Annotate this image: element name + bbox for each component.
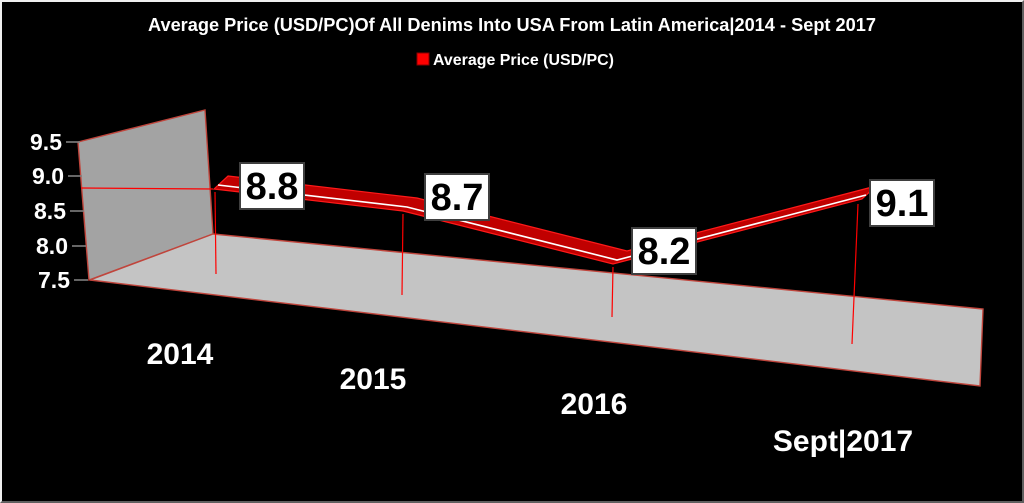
drop-line-2015 (401, 213, 404, 296)
y-axis-label: 8.0 (36, 233, 68, 259)
chart-title: Average Price (USD/PC)Of All Denims Into… (148, 15, 876, 35)
y-axis-label: 9.5 (30, 129, 62, 155)
data-label-2014: 8.8 (239, 162, 305, 210)
y-axis-label: 9.0 (32, 163, 64, 189)
y-axis: 9.5 9.0 8.5 8.0 7.5 (30, 129, 88, 293)
series-wall-connector (80, 187, 214, 190)
data-label-value: 8.8 (246, 166, 299, 208)
data-label-box (869, 179, 935, 227)
data-label-box (239, 162, 305, 210)
data-label-box (631, 227, 697, 275)
data-label-box (424, 173, 490, 221)
y-axis-label: 8.5 (34, 198, 66, 224)
data-label-value: 9.1 (876, 183, 929, 225)
data-label-value: 8.7 (431, 177, 484, 219)
drop-line-2016 (611, 266, 614, 318)
x-axis-label-2017: Sept|2017 (773, 425, 913, 458)
data-label-2016: 8.2 (631, 227, 697, 275)
drop-line-2017 (851, 203, 859, 345)
drop-line-2014 (214, 191, 217, 275)
data-label-2017: 9.1 (869, 179, 935, 227)
legend-swatch-icon (416, 52, 430, 66)
plot-area: 9.5 9.0 8.5 8.0 7.5 8 (30, 109, 984, 458)
ribbon-highlight (217, 184, 867, 261)
x-axis-label-2016: 2016 (561, 388, 628, 421)
legend: Average Price (USD/PC) (416, 52, 614, 69)
x-axis: 2014 2015 2016 Sept|2017 (147, 338, 913, 458)
y-axis-label: 7.5 (38, 267, 70, 293)
x-axis-label-2014: 2014 (147, 338, 214, 371)
legend-label: Average Price (USD/PC) (433, 52, 614, 69)
data-label-2015: 8.7 (424, 173, 490, 221)
floor (89, 233, 984, 387)
drop-lines (214, 191, 859, 345)
data-label-value: 8.2 (638, 231, 691, 273)
data-labels: 8.8 8.7 8.2 9.1 (239, 162, 935, 275)
x-axis-label-2015: 2015 (340, 363, 407, 396)
